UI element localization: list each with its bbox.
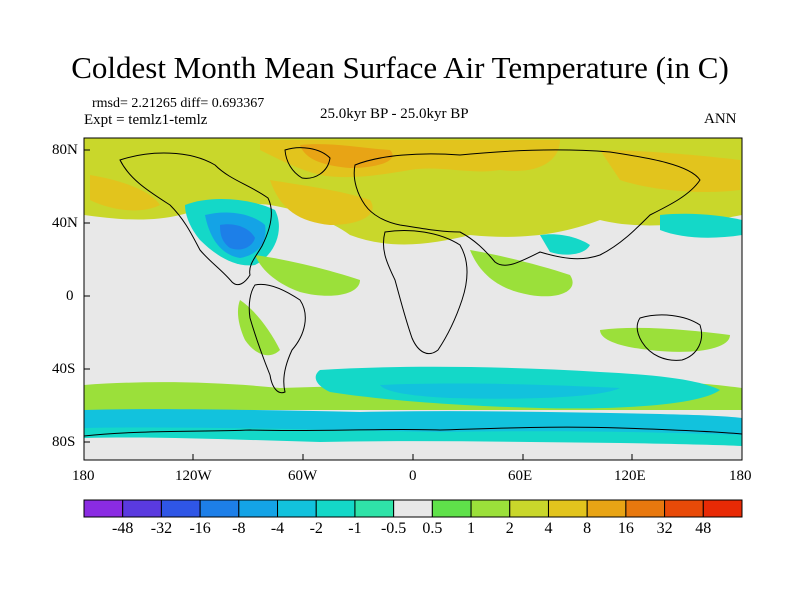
africa-coast bbox=[382, 230, 468, 354]
lon-tick-60e: 60E bbox=[508, 468, 533, 484]
lat-tick-80s: 80S bbox=[52, 434, 76, 450]
antarctica-coast bbox=[84, 426, 742, 437]
season-label: ANN bbox=[704, 111, 737, 127]
colorbar-box bbox=[122, 499, 162, 518]
colorbar-box bbox=[625, 499, 666, 518]
colorbar bbox=[83, 499, 743, 518]
lon-tick-0: 0 bbox=[409, 468, 417, 484]
colorbar-label: 8 bbox=[583, 520, 592, 537]
rmsd-diff-stats: rmsd= 2.21265 diff= 0.693367 bbox=[92, 96, 265, 111]
north-pacific-orange bbox=[90, 175, 160, 211]
colorbar-label: 4 bbox=[544, 520, 553, 537]
colorbar-label: -32 bbox=[150, 520, 173, 537]
eurasia-coast bbox=[353, 149, 701, 266]
arctic-warm-region bbox=[84, 138, 742, 245]
period-label: 25.0kyr BP - 25.0kyr BP bbox=[320, 106, 469, 122]
south-pacific-green bbox=[600, 327, 730, 352]
colorbar-label: 48 bbox=[695, 520, 712, 537]
colorbar-box bbox=[160, 499, 201, 518]
colorbar-label: -4 bbox=[270, 520, 285, 537]
experiment-label: Expt = temlz1-temlz bbox=[84, 112, 208, 128]
colorbar-box bbox=[664, 499, 704, 518]
coastlines bbox=[84, 147, 742, 437]
north-atlantic-orange bbox=[270, 180, 373, 225]
colorbar-label: -8 bbox=[232, 520, 246, 537]
colorbar-box bbox=[470, 499, 511, 518]
lat-tick-40s: 40S bbox=[52, 361, 76, 377]
lon-tick-180e: 180 bbox=[729, 468, 752, 484]
colorbar-box bbox=[199, 499, 240, 518]
colorbar-box bbox=[315, 499, 356, 518]
colorbar-label: 2 bbox=[505, 520, 514, 537]
colorbar-box bbox=[238, 499, 279, 518]
antarctic-light bbox=[84, 437, 742, 460]
lat-tick-40n: 40N bbox=[52, 215, 78, 231]
colorbar-label: 16 bbox=[617, 520, 634, 537]
colorbar-box bbox=[586, 499, 627, 518]
colorbar-label: 32 bbox=[656, 520, 673, 537]
lon-tick-120w: 120W bbox=[175, 468, 212, 484]
axis-ticks bbox=[84, 149, 633, 460]
colorbar-box bbox=[431, 499, 472, 518]
colorbar-label: -0.5 bbox=[380, 520, 407, 537]
colorbar-box bbox=[277, 499, 317, 518]
south-america-coast bbox=[248, 283, 306, 394]
colorbar-box bbox=[393, 499, 433, 518]
pacific-east-orange bbox=[600, 150, 740, 192]
south-america-green bbox=[237, 300, 280, 356]
lat-tick-0: 0 bbox=[66, 288, 74, 304]
lon-tick-60w: 60W bbox=[288, 468, 318, 484]
indian-ocean-green bbox=[470, 250, 573, 297]
colorbar-label: -1 bbox=[348, 520, 362, 537]
west-pacific-cyan bbox=[660, 213, 742, 238]
atlantic-tropics-green bbox=[255, 255, 360, 296]
colorbar-label: -2 bbox=[309, 520, 323, 537]
colorbar-label: 0.5 bbox=[422, 520, 443, 537]
lon-tick-120e: 120E bbox=[614, 468, 646, 484]
asia-cyan bbox=[540, 234, 590, 255]
lat-tick-80n: 80N bbox=[52, 142, 78, 158]
colorbar-label: -16 bbox=[189, 520, 211, 537]
colorbar-label: -48 bbox=[112, 520, 134, 537]
australia-coast bbox=[636, 314, 703, 361]
eurasia-hot-region bbox=[300, 144, 393, 168]
colorbar-label: 1 bbox=[467, 520, 476, 537]
colorbar-box bbox=[547, 499, 588, 518]
colorbar-box bbox=[509, 499, 549, 518]
greenland-coast bbox=[284, 147, 331, 179]
north-america-coldest bbox=[220, 224, 255, 250]
map-title: Coldest Month Mean Surface Air Temperatu… bbox=[71, 50, 729, 85]
southern-ocean-blue bbox=[380, 383, 620, 399]
lon-tick-180w: 180 bbox=[72, 468, 95, 484]
colorbar-box bbox=[83, 499, 124, 518]
colorbar-box bbox=[354, 499, 395, 518]
colorbar-box bbox=[702, 499, 743, 518]
north-america-coast bbox=[119, 152, 272, 286]
